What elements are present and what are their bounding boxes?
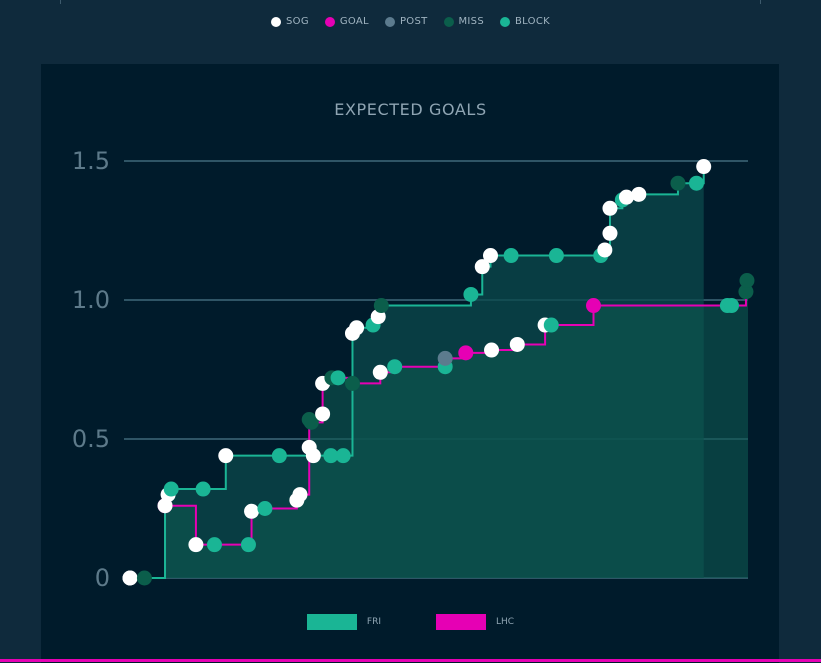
fri-shot-marker[interactable] [602,200,618,216]
lhc-shot-marker[interactable] [724,298,740,314]
fri-shot-marker[interactable] [122,570,138,586]
top-right-tick [760,0,761,4]
legend-dot-icon [384,16,395,27]
team-swatch [306,614,357,630]
lhc-shot-marker[interactable] [586,298,601,314]
fri-shot-marker[interactable] [136,570,152,586]
lhc-area [130,280,748,578]
lhc-shot-marker[interactable] [244,503,260,519]
lhc-shot-marker[interactable] [257,501,273,516]
top-left-tick [60,0,61,4]
fri-shot-marker[interactable] [618,189,634,205]
fri-shot-marker[interactable] [335,448,351,464]
lhc-shot-marker[interactable] [240,537,256,553]
lhc-shot-marker[interactable] [387,359,403,375]
fri-shot-marker[interactable] [503,248,519,264]
fri-shot-marker[interactable] [349,320,365,336]
legend-label: SOG [286,16,309,27]
lhc-shot-marker[interactable] [303,414,319,430]
legend-label: GOAL [339,16,369,27]
lhc-shot-marker[interactable] [372,364,388,380]
legend-dot-icon [443,16,454,27]
fri-shot-marker[interactable] [323,448,339,464]
team-legend-item-lhc[interactable]: LHC [436,614,514,630]
fri-shot-marker[interactable] [548,248,564,264]
lhc-shot-marker[interactable] [330,370,346,386]
fri-shot-marker[interactable] [483,248,498,264]
legend-label: MISS [458,16,484,27]
lhc-shot-marker[interactable] [484,342,500,358]
lhc-shot-marker[interactable] [206,537,222,553]
fri-shot-marker[interactable] [597,242,613,258]
team-legend-item-fri[interactable]: FRI [306,614,381,630]
legend-item-miss[interactable]: MISS [443,16,484,27]
chart-title: EXPECTED GOALS [334,100,487,119]
shot-type-legend: SOG GOAL POST MISS BLOCK [0,16,821,27]
y-tick-label: 0.5 [72,425,110,453]
legend-dot-icon [271,16,281,27]
lhc-shot-marker[interactable] [344,375,360,391]
fri-shot-marker[interactable] [696,159,712,175]
lhc-shot-marker[interactable] [738,284,754,300]
team-swatch [436,614,486,630]
lhc-shot-marker[interactable] [188,537,204,553]
fri-shot-marker[interactable] [602,225,618,241]
legend-label: BLOCK [514,16,550,27]
fri-shot-marker[interactable] [195,481,211,497]
fri-shot-marker[interactable] [305,448,321,464]
team-legend: FRI LHC [0,614,821,630]
fri-shot-marker[interactable] [373,298,389,314]
legend-dot-icon [324,16,335,27]
fri-shot-marker[interactable] [163,481,179,497]
legend-item-block[interactable]: BLOCK [499,16,550,27]
lhc-shot-marker[interactable] [458,345,474,361]
y-tick-label: 1.0 [72,286,110,314]
y-tick-label: 0 [95,564,110,592]
legend-item-post[interactable]: POST [384,16,428,27]
fri-shot-marker[interactable] [474,259,490,275]
legend-dot-icon [499,16,510,27]
fri-shot-marker[interactable] [218,448,234,464]
fri-shot-marker[interactable] [271,448,287,464]
lhc-shot-marker[interactable] [509,336,525,352]
y-tick-label: 1.5 [72,147,110,175]
legend-item-goal[interactable]: GOAL [324,16,369,27]
bottom-accent-line [0,659,821,662]
lhc-shot-marker[interactable] [437,350,453,366]
lhc-shot-marker[interactable] [292,487,308,503]
legend-item-sog[interactable]: SOG [271,16,309,27]
lhc-shot-marker[interactable] [739,273,755,289]
lhc-shot-marker[interactable] [315,406,331,422]
lhc-shot-marker[interactable] [543,317,559,333]
legend-label: POST [399,16,428,27]
fri-shot-marker[interactable] [631,186,647,202]
team-label: FRI [366,617,381,627]
fri-shot-marker[interactable] [670,175,686,191]
fri-shot-marker[interactable] [689,175,704,191]
fri-shot-marker[interactable] [463,286,479,302]
team-label: LHC [496,617,515,627]
